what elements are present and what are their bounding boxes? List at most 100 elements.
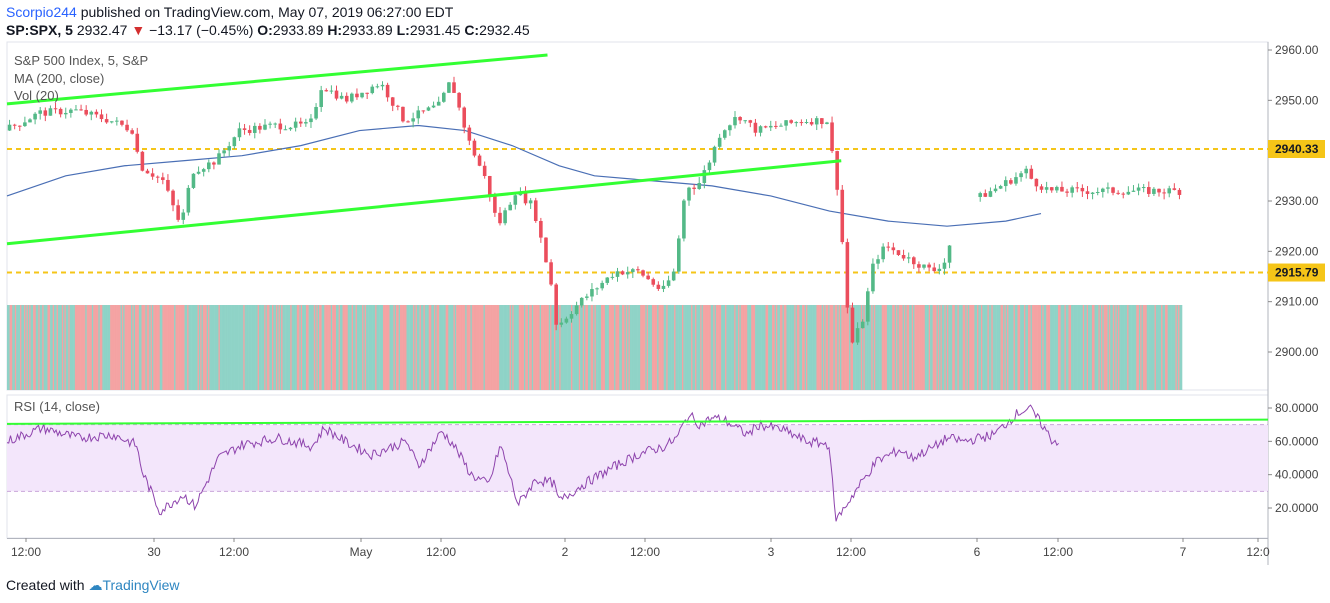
volume-bar xyxy=(679,305,681,390)
volume-bar xyxy=(299,305,302,390)
volume-bar xyxy=(986,305,988,390)
volume-bar xyxy=(710,305,713,390)
candle-body xyxy=(1049,187,1054,191)
volume-bar xyxy=(855,305,858,390)
volume-bar xyxy=(697,305,700,390)
volume-bar xyxy=(461,305,463,390)
rsi-trendline xyxy=(6,418,1269,425)
candle-body xyxy=(743,120,747,122)
volume-bar xyxy=(198,305,201,390)
volume-bar xyxy=(994,305,996,390)
candle-body xyxy=(288,127,293,130)
volume-bar xyxy=(248,305,251,390)
candle-body xyxy=(380,84,385,87)
volume-bar xyxy=(187,305,189,390)
volume-bar xyxy=(1103,305,1106,390)
trendline xyxy=(6,53,548,106)
candle-body xyxy=(263,124,267,130)
volume-bar xyxy=(527,305,530,390)
volume-bar xyxy=(91,305,94,390)
volume-bar xyxy=(944,305,946,390)
candle-body xyxy=(809,122,814,125)
volume-bar xyxy=(573,305,576,390)
volume-bar xyxy=(188,305,191,390)
author-link[interactable]: Scorpio244 xyxy=(6,4,77,20)
candle-body xyxy=(631,269,635,273)
volume-bar xyxy=(812,305,815,390)
candle-body xyxy=(258,125,262,130)
candle-body xyxy=(232,137,237,147)
volume-bar xyxy=(356,305,359,390)
volume-bar xyxy=(1012,305,1014,390)
volume-bar xyxy=(633,305,636,390)
volume-bar xyxy=(171,305,174,390)
volume-bar xyxy=(586,305,589,390)
volume-bar xyxy=(70,305,73,390)
volume-bar xyxy=(627,305,629,390)
volume-bar xyxy=(144,305,146,390)
candle-body xyxy=(513,195,518,205)
candle-body xyxy=(983,193,988,197)
candle-body xyxy=(891,247,896,251)
candle-body xyxy=(682,200,686,239)
volume-bar xyxy=(48,305,51,390)
volume-bar xyxy=(1150,305,1153,390)
volume-bar xyxy=(839,305,842,390)
volume-bar xyxy=(430,305,432,390)
volume-bar xyxy=(785,305,787,390)
volume-bar xyxy=(1056,305,1059,390)
volume-bar xyxy=(43,305,46,390)
candle-body xyxy=(457,92,461,108)
candle-body xyxy=(666,280,671,286)
volume-bar xyxy=(114,305,116,390)
volume-bar xyxy=(684,305,687,390)
volume-bar xyxy=(1144,305,1146,390)
candle-body xyxy=(554,284,558,325)
volume-bar xyxy=(725,305,727,390)
volume-bar xyxy=(598,305,601,390)
volume-bar xyxy=(563,305,565,390)
volume-bar xyxy=(800,305,803,390)
volume-bar xyxy=(1142,305,1145,390)
volume-bar xyxy=(693,305,696,390)
volume-bar xyxy=(975,305,978,390)
volume-bar xyxy=(675,305,678,390)
volume-bar xyxy=(525,305,527,390)
candle-body xyxy=(319,90,323,107)
volume-bar xyxy=(56,305,59,390)
candle-body xyxy=(722,130,727,138)
volume-bar xyxy=(559,305,561,390)
candle-body xyxy=(876,259,880,264)
volume-bar xyxy=(192,305,194,390)
volume-bar xyxy=(542,305,544,390)
volume-bar xyxy=(1166,305,1168,390)
volume-bar xyxy=(977,305,979,390)
volume-bar xyxy=(900,305,902,390)
volume-bar xyxy=(1035,305,1038,390)
volume-bar xyxy=(866,305,868,390)
volume-bar xyxy=(316,305,319,390)
volume-bar xyxy=(86,305,89,390)
volume-bar xyxy=(393,305,396,390)
volume-bar xyxy=(676,305,679,390)
volume-bar xyxy=(974,305,977,390)
volume-bar xyxy=(466,305,469,390)
candle-body xyxy=(533,200,538,221)
candle-body xyxy=(309,118,313,123)
trendline xyxy=(6,159,842,246)
volume-bar xyxy=(731,305,734,390)
volume-bar xyxy=(467,305,470,390)
volume-bar xyxy=(538,305,540,390)
volume-bar xyxy=(1125,305,1128,390)
candle-body xyxy=(252,125,257,133)
volume-bar xyxy=(783,305,786,390)
candle-body xyxy=(1024,168,1028,174)
candle-body xyxy=(855,328,860,343)
tradingview-brand[interactable]: TradingView xyxy=(102,577,180,593)
volume-bar xyxy=(1065,305,1068,390)
volume-bar xyxy=(20,305,22,390)
volume-bar xyxy=(402,305,405,390)
volume-bar xyxy=(543,305,546,390)
volume-bar xyxy=(80,305,82,390)
